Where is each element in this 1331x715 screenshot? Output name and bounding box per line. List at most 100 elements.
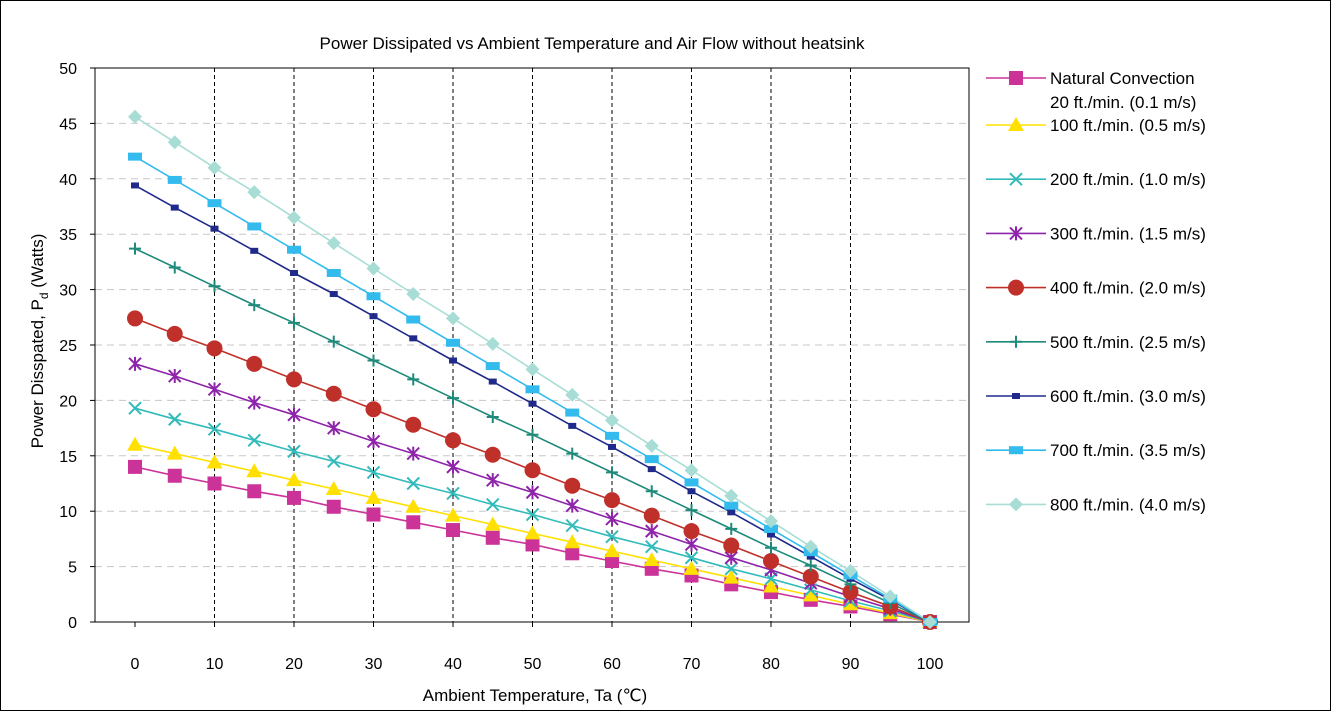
- series-1-point-25: [325, 481, 342, 496]
- x-tick-label-50: 50: [524, 656, 542, 673]
- series-0-point-40: [446, 523, 460, 538]
- series-7-point-75: [724, 501, 739, 510]
- y-axis-label-subscript: d: [37, 292, 51, 299]
- series-2-point-55: [565, 518, 579, 533]
- series-8-point-40: [446, 311, 460, 326]
- series-8-point-60: [605, 413, 619, 428]
- series-1-point-35: [405, 498, 422, 513]
- series-0-point-15: [247, 484, 262, 499]
- series-5-point-65: [645, 485, 658, 498]
- series-6-point-60: [608, 443, 616, 450]
- y-tick-label-45: 45: [59, 116, 77, 133]
- series-4-point-80: [763, 553, 779, 570]
- series-2-point-10: [207, 422, 222, 436]
- series-2-point-40: [446, 486, 460, 501]
- legend-label-6: 600 ft./min. (3.0 m/s): [1050, 387, 1206, 406]
- x-axis-label: Ambient Temperature, Ta (℃): [423, 686, 647, 705]
- series-7-point-25: [326, 268, 341, 277]
- series-7-point-20: [287, 245, 301, 254]
- series-0-point-20: [287, 490, 301, 505]
- series-8-point-55: [565, 387, 580, 402]
- series-6-point-75: [727, 509, 736, 516]
- y-tick-label-25: 25: [59, 338, 77, 355]
- x-tick-label-10: 10: [206, 656, 224, 673]
- series-2-point-60: [605, 529, 619, 544]
- series-7-point-15: [247, 222, 262, 231]
- series-8-point-90: [843, 564, 858, 579]
- series-2-point-35: [406, 476, 420, 491]
- series-2-point-65: [645, 539, 659, 554]
- series-6-point-20: [290, 269, 298, 276]
- series-8-point-10: [207, 160, 222, 175]
- series-5-point-75: [725, 522, 738, 535]
- series-4-point-0: [127, 310, 143, 327]
- series-3-point-50: [525, 485, 540, 500]
- series-5-point-80: [765, 541, 777, 554]
- series-6-point-35: [409, 335, 418, 342]
- series-5-point-30: [367, 354, 380, 367]
- series-8-point-85: [803, 539, 818, 554]
- y-axis-ticks: 0 5 10 15 20 25 30 35 40 45 50: [59, 61, 95, 632]
- series-2-point-15: [247, 433, 261, 447]
- series-6-point-10: [210, 225, 219, 232]
- legend: Natural Convection 20 ft./min. (0.1 m/s) 1…: [986, 69, 1206, 514]
- series-8-point-100: [923, 615, 937, 629]
- legend-marker-7: [1009, 446, 1023, 455]
- series-4-point-5: [166, 325, 183, 342]
- series-3-point-60: [605, 511, 619, 526]
- series-0-point-5: [167, 468, 182, 483]
- series-4-point-70: [683, 523, 700, 540]
- series-8-point-70: [684, 463, 699, 478]
- series-3-point-70: [684, 537, 699, 552]
- series-2-point-50: [525, 507, 540, 522]
- series-8-point-45: [485, 336, 500, 351]
- series-6-point-5: [170, 204, 179, 211]
- series-5-point-15: [248, 299, 261, 312]
- x-axis-ticks: 0 10 20 30 40 50 60 70 80 90 100: [131, 622, 944, 673]
- series-8-point-35: [406, 287, 421, 302]
- series-5-point-55: [566, 447, 579, 460]
- series-5-point-5: [168, 261, 181, 274]
- series-2-point-70: [684, 551, 699, 565]
- series-1-point-50: [524, 525, 541, 540]
- series-7-point-10: [207, 199, 222, 208]
- series-8-point-25: [326, 236, 341, 251]
- series-1-point-55: [564, 534, 581, 549]
- x-tick-label-80: 80: [762, 656, 780, 673]
- legend-marker-5: [1010, 335, 1022, 348]
- series-6-point-30: [369, 313, 378, 320]
- series-0-point-50: [525, 537, 540, 552]
- y-axis-label-main: Power Disspated, P: [28, 299, 47, 448]
- series-4-point-60: [604, 492, 620, 509]
- y-axis-label-unit: (Watts): [28, 234, 47, 293]
- legend-label-0: Natural Convection: [1050, 69, 1195, 88]
- series-7-point-30: [366, 292, 381, 301]
- series-6-point-15: [250, 247, 259, 254]
- series-3-point-30: [366, 434, 381, 449]
- series-8-point-0: [128, 109, 142, 124]
- series-0-point-55: [565, 546, 580, 561]
- series-7-point-35: [406, 315, 421, 324]
- legend-marker-8: [1009, 497, 1023, 512]
- series-1-point-30: [365, 489, 382, 504]
- series-1-point-85: [802, 587, 819, 602]
- series-2-point-5: [168, 412, 182, 426]
- x-tick-label-60: 60: [603, 656, 621, 673]
- series-2-point-25: [327, 454, 341, 469]
- series-8-point-30: [366, 261, 381, 276]
- legend-marker-3: [1009, 226, 1023, 241]
- legend-marker-0: [1009, 71, 1023, 85]
- series-1-point-5: [166, 445, 183, 460]
- x-tick-label-100: 100: [917, 656, 944, 673]
- series-6-point-50: [528, 400, 537, 407]
- series-3-point-65: [645, 524, 659, 539]
- series-6-point-25: [329, 291, 338, 298]
- y-tick-label-40: 40: [59, 172, 77, 189]
- series-7-point-70: [684, 478, 699, 487]
- series-3-point-45: [486, 473, 500, 488]
- series-7-point-65: [644, 455, 659, 464]
- series-1-point-40: [445, 507, 461, 522]
- y-tick-label-20: 20: [59, 393, 77, 410]
- legend-marker-2: [1009, 172, 1023, 186]
